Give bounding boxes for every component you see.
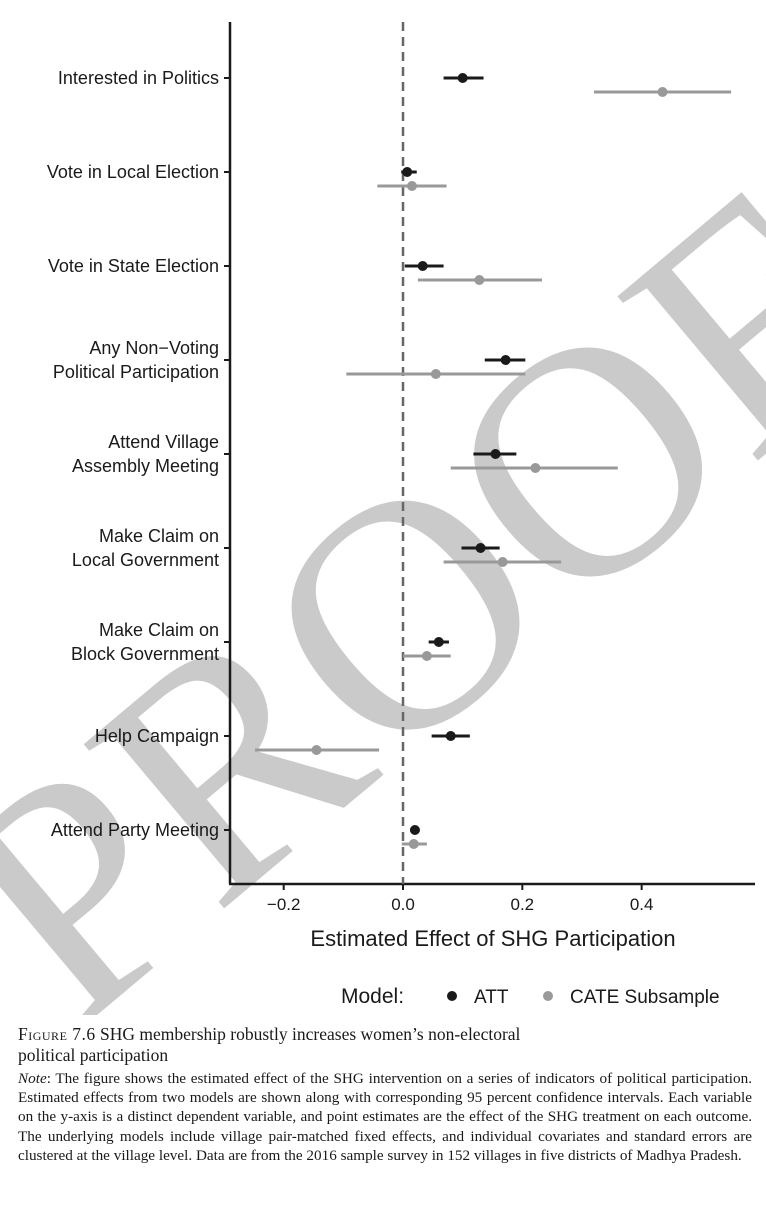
x-tick-label: 0.0 <box>391 895 415 914</box>
x-tick-label: −0.2 <box>267 895 301 914</box>
legend: Model: ATT CATE Subsample <box>341 985 720 1008</box>
point-estimate <box>475 543 486 553</box>
y-tick-label: Interested in Politics <box>58 68 219 88</box>
point-estimate <box>433 637 444 647</box>
caption-note: Note: The figure shows the estimated eff… <box>18 1069 752 1165</box>
figure-caption: Figure 7.6 SHG membership robustly incre… <box>18 1024 752 1165</box>
point-estimate <box>497 557 508 567</box>
point-estimate <box>657 87 668 97</box>
x-tick-label: 0.4 <box>630 895 654 914</box>
y-tick-label: Any Non−Voting <box>89 338 219 358</box>
x-axis-title: Estimated Effect of SHG Participation <box>310 926 675 951</box>
figure-label: Figure 7.6 <box>18 1024 96 1044</box>
y-tick-label: Help Campaign <box>95 726 219 746</box>
x-tick-label: 0.2 <box>511 895 535 914</box>
caption-title: Figure 7.6 SHG membership robustly incre… <box>18 1024 752 1066</box>
chart-marks <box>255 73 732 849</box>
legend-key <box>543 991 553 1001</box>
y-tick-label: Local Government <box>72 550 219 570</box>
y-tick-label: Assembly Meeting <box>72 456 219 476</box>
y-tick-label: Block Government <box>71 644 219 664</box>
point-estimate <box>417 261 428 271</box>
y-tick-label: Make Claim on <box>99 620 219 640</box>
y-tick-label: Vote in Local Election <box>47 162 219 182</box>
point-estimate <box>490 449 501 459</box>
legend-key <box>447 991 457 1001</box>
point-estimate <box>311 745 322 755</box>
point-estimate <box>408 839 419 849</box>
legend-label: ATT <box>474 987 509 1008</box>
y-tick-label: Vote in State Election <box>48 256 219 276</box>
point-estimate <box>430 369 441 379</box>
point-estimate <box>421 651 432 661</box>
note-label: Note <box>18 1070 47 1087</box>
x-axis-ticks: −0.2 0.0 0.2 0.4 <box>267 884 654 914</box>
y-tick-label: Political Participation <box>53 362 219 382</box>
point-estimate <box>530 463 541 473</box>
point-estimate <box>445 731 456 741</box>
y-tick-label: Make Claim on <box>99 526 219 546</box>
y-tick-label: Attend Party Meeting <box>51 820 219 840</box>
point-estimate <box>457 73 468 83</box>
y-axis-labels: Interested in Politics Vote in Local Elec… <box>47 68 230 840</box>
note-text: : The figure shows the estimated effect … <box>18 1070 752 1164</box>
point-estimate <box>406 181 417 191</box>
y-tick-label: Attend Village <box>108 432 219 452</box>
legend-title: Model: <box>341 985 404 1008</box>
point-estimate <box>409 825 420 835</box>
point-estimate <box>474 275 485 285</box>
point-estimate <box>402 167 413 177</box>
point-estimate <box>500 355 511 365</box>
legend-label: CATE Subsample <box>570 987 720 1008</box>
caption-title-line2: political participation <box>18 1045 169 1065</box>
caption-title-line1: SHG membership robustly increases women’… <box>100 1024 521 1044</box>
